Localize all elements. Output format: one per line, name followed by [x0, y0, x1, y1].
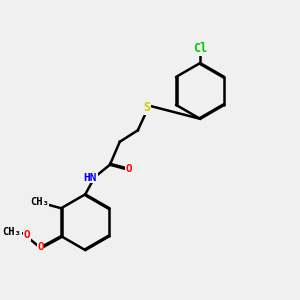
Text: CH₃: CH₃	[30, 197, 49, 207]
Text: O: O	[23, 230, 30, 240]
Text: CH₃: CH₃	[2, 227, 21, 237]
Text: Cl: Cl	[193, 42, 207, 56]
Text: S: S	[143, 101, 151, 115]
Text: O: O	[125, 164, 132, 174]
Text: HN: HN	[83, 173, 97, 183]
Text: O: O	[37, 242, 44, 252]
